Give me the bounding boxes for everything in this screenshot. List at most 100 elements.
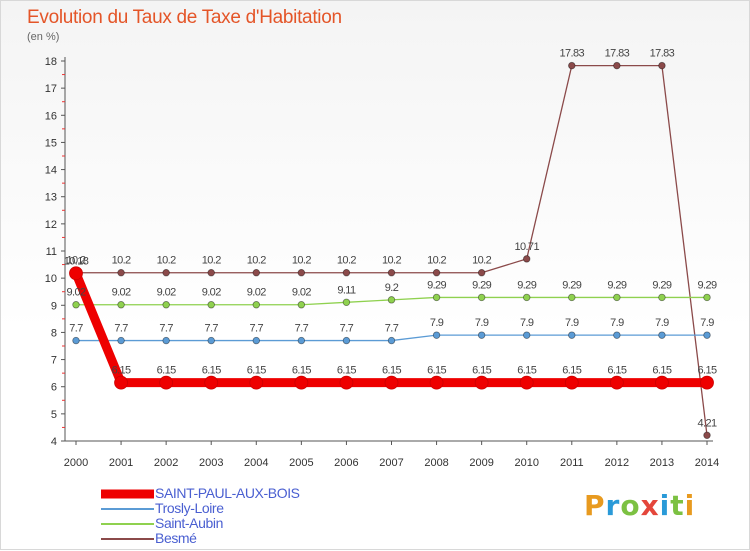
data-point <box>204 375 219 390</box>
data-label: 9.29 <box>517 279 536 291</box>
legend-label: Saint-Aubin <box>155 515 223 531</box>
data-point <box>658 331 666 339</box>
data-point <box>117 269 125 277</box>
y-tick-label: 5 <box>51 409 57 421</box>
legend-label: Besmé <box>155 530 197 546</box>
x-tick-label: 2003 <box>199 457 223 469</box>
legend-swatch <box>101 537 154 540</box>
y-tick-label: 15 <box>45 137 57 149</box>
data-point <box>432 293 441 302</box>
x-tick-label: 2009 <box>469 457 493 469</box>
data-label: 10.2 <box>112 255 131 267</box>
data-point <box>162 269 170 277</box>
data-point <box>384 375 399 390</box>
data-label: 7.7 <box>204 323 218 335</box>
y-tick-label: 11 <box>46 246 57 258</box>
data-label: 7.9 <box>520 317 534 329</box>
data-point <box>613 293 621 302</box>
y-tick-label: 18 <box>45 56 57 68</box>
data-point <box>613 331 621 339</box>
data-point <box>658 61 666 70</box>
proxiti-logo: Proxiti <box>584 489 695 522</box>
data-label: 10.2 <box>337 255 356 267</box>
y-tick-label: 12 <box>45 219 57 231</box>
chart-title: Evolution du Taux de Taxe d'Habitation <box>27 7 342 28</box>
data-label: 7.7 <box>69 323 83 335</box>
data-point <box>613 61 621 70</box>
y-tick-label: 10 <box>45 273 57 285</box>
data-label: 7.9 <box>700 317 714 329</box>
data-point <box>159 375 174 390</box>
data-label: 9.02 <box>157 287 176 299</box>
data-point <box>207 269 215 277</box>
data-point <box>523 331 531 339</box>
data-point <box>477 293 486 302</box>
data-label: 7.9 <box>610 317 624 329</box>
data-label: 7.7 <box>250 323 264 335</box>
data-point <box>519 375 534 390</box>
logo-letter: i <box>659 489 671 522</box>
data-label: 10.2 <box>202 255 221 267</box>
data-label: 7.9 <box>655 317 669 329</box>
data-point <box>387 336 396 345</box>
data-label: 9.29 <box>562 279 581 291</box>
x-tick-label: 2006 <box>334 457 358 469</box>
data-point <box>429 375 444 390</box>
legend-swatch <box>101 507 154 510</box>
data-label: 10.2 <box>66 255 85 267</box>
y-tick-label: 6 <box>51 382 57 394</box>
data-point <box>162 336 170 345</box>
data-label: 9.11 <box>337 284 356 296</box>
data-label: 7.9 <box>430 317 444 329</box>
data-point <box>432 269 441 277</box>
data-point <box>297 301 306 309</box>
data-label: 17.83 <box>605 48 630 60</box>
data-label: 9.29 <box>652 279 671 291</box>
data-label: 9.02 <box>66 287 85 299</box>
data-label: 6.15 <box>202 365 221 377</box>
data-point <box>700 375 714 390</box>
data-point <box>387 269 396 277</box>
logo-letter: i <box>684 489 696 522</box>
data-point <box>72 336 80 345</box>
data-point <box>114 375 128 390</box>
x-tick-label: 2008 <box>424 457 448 469</box>
y-tick-label: 4 <box>51 436 57 448</box>
data-label: 10.2 <box>247 255 266 267</box>
logo-letter: r <box>605 489 621 522</box>
data-label: 17.83 <box>650 48 675 60</box>
data-label: 7.7 <box>340 323 354 335</box>
data-label: 10.2 <box>292 255 311 267</box>
data-label: 10.2 <box>157 255 176 267</box>
y-tick-label: 9 <box>51 300 57 312</box>
data-label: 6.15 <box>382 365 401 377</box>
data-point <box>655 375 669 390</box>
data-point <box>432 331 441 339</box>
x-tick-label: 2012 <box>605 457 629 469</box>
data-point <box>249 375 264 390</box>
y-tick-label: 17 <box>45 83 57 95</box>
data-label: 6.15 <box>562 365 581 377</box>
data-point <box>207 336 215 345</box>
data-point <box>658 293 666 302</box>
data-point <box>568 293 576 302</box>
data-point <box>252 336 260 345</box>
x-tick-label: 2005 <box>289 457 313 469</box>
data-point <box>474 375 489 390</box>
data-label: 7.7 <box>159 323 173 335</box>
data-label: 9.29 <box>427 279 446 291</box>
data-point <box>342 269 351 277</box>
logo-letter: o <box>620 489 641 522</box>
data-label: 6.15 <box>517 365 536 377</box>
data-label: 6.15 <box>472 365 491 377</box>
data-label: 6.15 <box>607 365 626 377</box>
data-label: 9.29 <box>472 279 491 291</box>
data-point <box>117 336 125 345</box>
data-label: 6.15 <box>697 365 716 377</box>
data-point <box>523 255 531 263</box>
x-tick-label: 2010 <box>514 457 538 469</box>
y-tick-label: 14 <box>45 165 57 177</box>
data-point <box>117 301 125 309</box>
logo-letter: t <box>670 489 685 522</box>
